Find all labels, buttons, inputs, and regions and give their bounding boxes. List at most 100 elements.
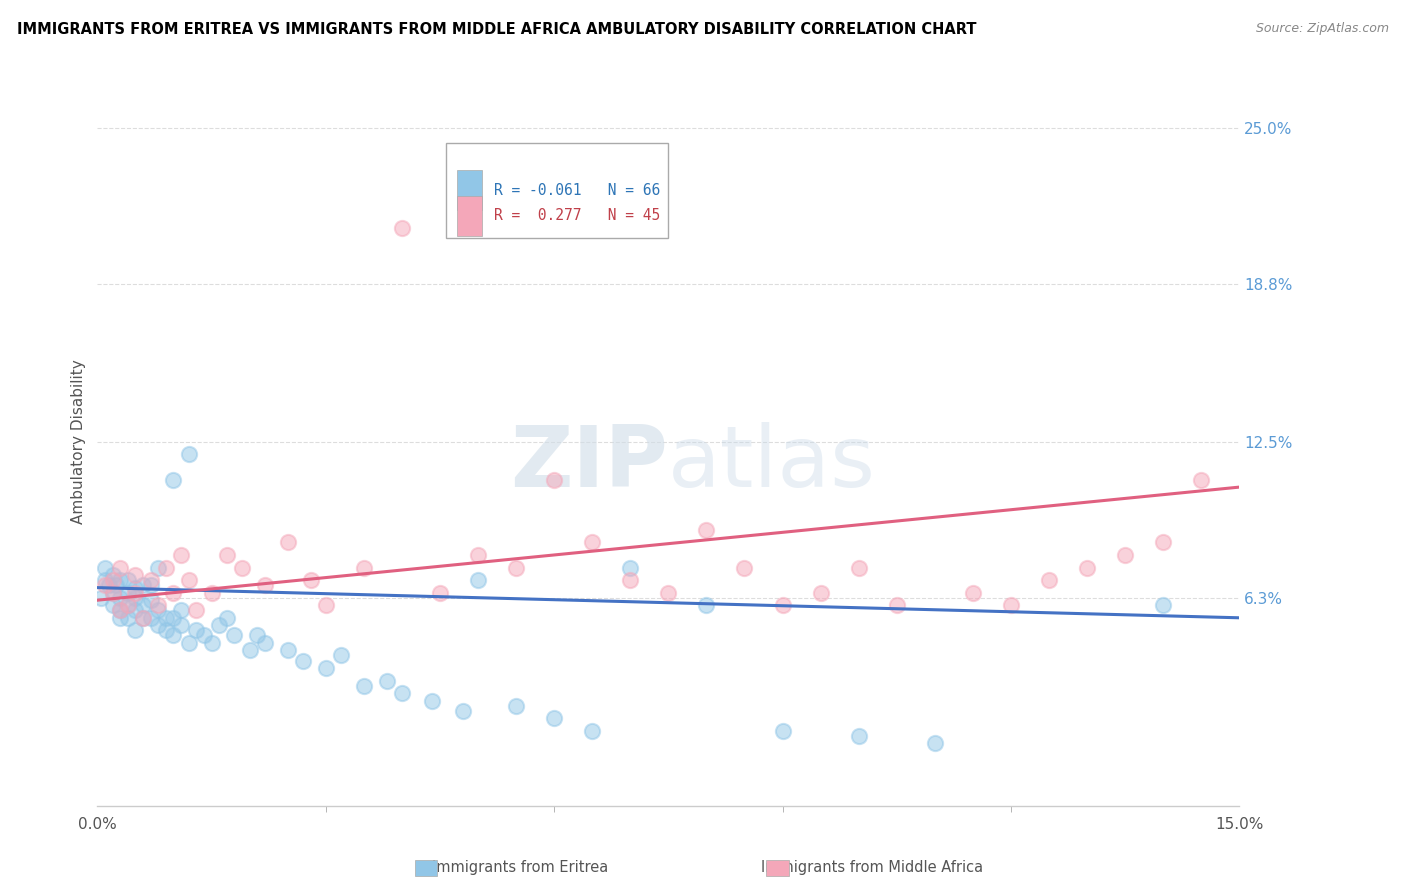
Point bbox=[391, 221, 413, 235]
Point bbox=[353, 679, 375, 693]
Text: R = -0.061   N = 66: R = -0.061 N = 66 bbox=[494, 183, 659, 198]
Point bbox=[162, 611, 184, 625]
Text: atlas: atlas bbox=[668, 422, 876, 505]
Point bbox=[1076, 560, 1098, 574]
Point bbox=[451, 704, 474, 718]
Point bbox=[253, 578, 276, 592]
Point bbox=[101, 585, 124, 599]
Point bbox=[246, 628, 269, 642]
Point bbox=[94, 560, 117, 574]
Point bbox=[162, 628, 184, 642]
Point bbox=[108, 603, 131, 617]
Point bbox=[170, 548, 193, 562]
Point bbox=[391, 686, 413, 700]
Point bbox=[848, 560, 870, 574]
Point bbox=[108, 573, 131, 587]
Point bbox=[215, 548, 238, 562]
Point bbox=[117, 573, 139, 587]
Point bbox=[170, 618, 193, 632]
Point bbox=[299, 573, 322, 587]
Point bbox=[543, 473, 565, 487]
Point bbox=[291, 653, 314, 667]
Point bbox=[132, 611, 155, 625]
Point bbox=[315, 599, 337, 613]
Point bbox=[200, 585, 222, 599]
Point bbox=[101, 573, 124, 587]
FancyBboxPatch shape bbox=[446, 143, 668, 238]
Point bbox=[117, 585, 139, 599]
Point bbox=[139, 573, 162, 587]
Point bbox=[505, 698, 527, 713]
Point bbox=[117, 611, 139, 625]
Point bbox=[117, 599, 139, 613]
Point bbox=[253, 636, 276, 650]
Point bbox=[193, 628, 215, 642]
Point bbox=[420, 694, 443, 708]
Point bbox=[155, 611, 177, 625]
Text: IMMIGRANTS FROM ERITREA VS IMMIGRANTS FROM MIDDLE AFRICA AMBULATORY DISABILITY C: IMMIGRANTS FROM ERITREA VS IMMIGRANTS FR… bbox=[17, 22, 976, 37]
Point bbox=[505, 560, 527, 574]
Point bbox=[162, 585, 184, 599]
Point bbox=[315, 661, 337, 675]
Point bbox=[148, 603, 170, 617]
Point bbox=[848, 729, 870, 743]
Point bbox=[619, 573, 641, 587]
Point bbox=[124, 624, 146, 638]
Point bbox=[657, 585, 679, 599]
Point bbox=[1152, 599, 1174, 613]
Point bbox=[97, 578, 120, 592]
Point bbox=[94, 578, 117, 592]
Point bbox=[810, 585, 832, 599]
Point bbox=[619, 560, 641, 574]
Point bbox=[581, 723, 603, 738]
Point bbox=[124, 585, 146, 599]
Point bbox=[108, 611, 131, 625]
Point bbox=[215, 611, 238, 625]
Point bbox=[224, 628, 246, 642]
Point bbox=[148, 599, 170, 613]
Point bbox=[277, 643, 299, 657]
Point bbox=[139, 578, 162, 592]
Point bbox=[467, 548, 489, 562]
Point bbox=[94, 573, 117, 587]
Point bbox=[108, 560, 131, 574]
Text: Immigrants from Middle Africa: Immigrants from Middle Africa bbox=[761, 860, 983, 874]
Point bbox=[139, 611, 162, 625]
Point bbox=[1152, 535, 1174, 549]
Point bbox=[1114, 548, 1136, 562]
Point bbox=[148, 560, 170, 574]
Point bbox=[962, 585, 984, 599]
Point bbox=[117, 599, 139, 613]
Y-axis label: Ambulatory Disability: Ambulatory Disability bbox=[72, 359, 86, 524]
Point bbox=[772, 599, 794, 613]
Point bbox=[924, 736, 946, 750]
Point bbox=[353, 560, 375, 574]
Point bbox=[101, 599, 124, 613]
Point bbox=[177, 636, 200, 650]
Point bbox=[124, 568, 146, 582]
Point bbox=[467, 573, 489, 587]
Point bbox=[429, 585, 451, 599]
Point bbox=[208, 618, 231, 632]
Point bbox=[90, 591, 112, 605]
Point bbox=[132, 611, 155, 625]
Text: R =  0.277   N = 45: R = 0.277 N = 45 bbox=[494, 209, 659, 223]
Point bbox=[695, 599, 717, 613]
Point bbox=[108, 591, 131, 605]
Bar bbox=[457, 196, 482, 236]
Point bbox=[239, 643, 262, 657]
Point bbox=[886, 599, 908, 613]
Point bbox=[1038, 573, 1060, 587]
Text: Source: ZipAtlas.com: Source: ZipAtlas.com bbox=[1256, 22, 1389, 36]
Point bbox=[772, 723, 794, 738]
Point bbox=[148, 618, 170, 632]
Point bbox=[581, 535, 603, 549]
Point bbox=[155, 624, 177, 638]
Point bbox=[139, 593, 162, 607]
Point bbox=[330, 648, 353, 663]
Point bbox=[695, 523, 717, 537]
Point bbox=[101, 585, 124, 599]
Point bbox=[132, 578, 155, 592]
Point bbox=[375, 673, 398, 688]
Point bbox=[101, 568, 124, 582]
